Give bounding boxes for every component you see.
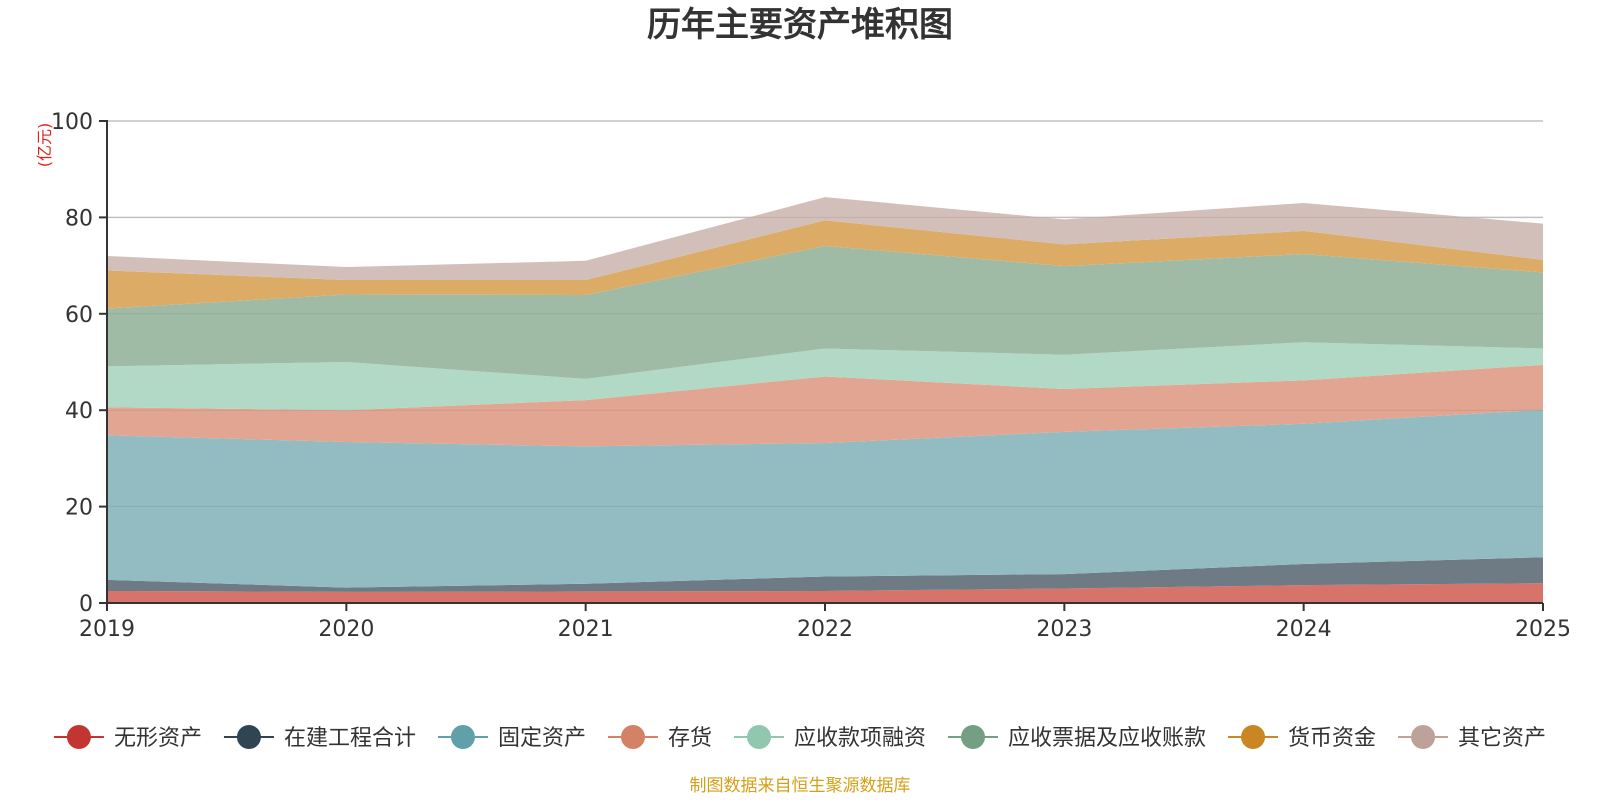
x-tick-label: 2023 [1036, 617, 1092, 642]
axes: 0 20 40 60 80 100 2019 2020 2021 2022 2023 2024 2025 [51, 110, 1571, 642]
legend-item[interactable]: 其它资产 [1398, 725, 1546, 751]
legend-label: 应收票据及应收账款 [1008, 726, 1206, 751]
area-series [107, 364, 1543, 447]
legend-item[interactable]: 货币资金 [1228, 725, 1376, 751]
area-series [107, 557, 1543, 592]
legend-label: 在建工程合计 [284, 726, 416, 751]
legend: 无形资产 在建工程合计 固定资产 存货 应收款项融资 应收票据及应收账款 货币资金 其它资产 [53, 725, 1546, 751]
area-series [107, 220, 1543, 309]
legend-item[interactable]: 在建工程合计 [223, 725, 416, 751]
area-series-group [107, 120, 1543, 603]
y-axis-unit-label: (亿元) [35, 123, 54, 168]
y-tick-label: 80 [65, 206, 93, 231]
legend-marker-icon [620, 725, 645, 749]
area-series [107, 197, 1543, 281]
y-tick-label: 60 [65, 303, 93, 328]
legend-marker-icon [236, 725, 261, 749]
chart-title: 历年主要资产堆积图 [647, 5, 953, 45]
legend-item[interactable]: 固定资产 [437, 725, 586, 751]
legend-label: 应收款项融资 [794, 726, 926, 751]
legend-marker-icon [961, 725, 986, 749]
legend-marker-icon [66, 725, 91, 749]
legend-label: 货币资金 [1288, 726, 1376, 751]
x-tick-label: 2025 [1515, 617, 1571, 642]
y-tick-label: 20 [65, 496, 93, 521]
legend-label: 其它资产 [1458, 726, 1546, 751]
x-tick-label: 2020 [318, 617, 374, 642]
data-source-note: 制图数据来自恒生聚源数据库 [690, 776, 911, 796]
area-series [107, 583, 1543, 603]
x-tick-label: 2021 [558, 617, 614, 642]
y-tick-label: 0 [79, 592, 93, 617]
legend-item[interactable]: 存货 [607, 725, 712, 751]
y-tick-label: 40 [65, 399, 93, 424]
legend-marker-icon [747, 725, 771, 749]
x-tick-label: 2019 [79, 617, 135, 642]
area-series [107, 342, 1543, 411]
legend-item[interactable]: 应收票据及应收账款 [948, 725, 1206, 751]
legend-item[interactable]: 无形资产 [53, 725, 202, 751]
legend-item[interactable]: 应收款项融资 [734, 725, 926, 751]
legend-marker-icon [1241, 725, 1266, 749]
legend-marker-icon [450, 725, 475, 749]
legend-label: 固定资产 [498, 726, 586, 751]
x-tick-label: 2022 [797, 617, 853, 642]
x-tick-label: 2024 [1276, 617, 1332, 642]
legend-marker-icon [1411, 725, 1436, 749]
legend-label: 无形资产 [114, 726, 202, 751]
area-series [107, 245, 1543, 379]
y-tick-label: 100 [51, 110, 93, 135]
legend-label: 存货 [668, 726, 712, 751]
area-series [107, 409, 1543, 588]
